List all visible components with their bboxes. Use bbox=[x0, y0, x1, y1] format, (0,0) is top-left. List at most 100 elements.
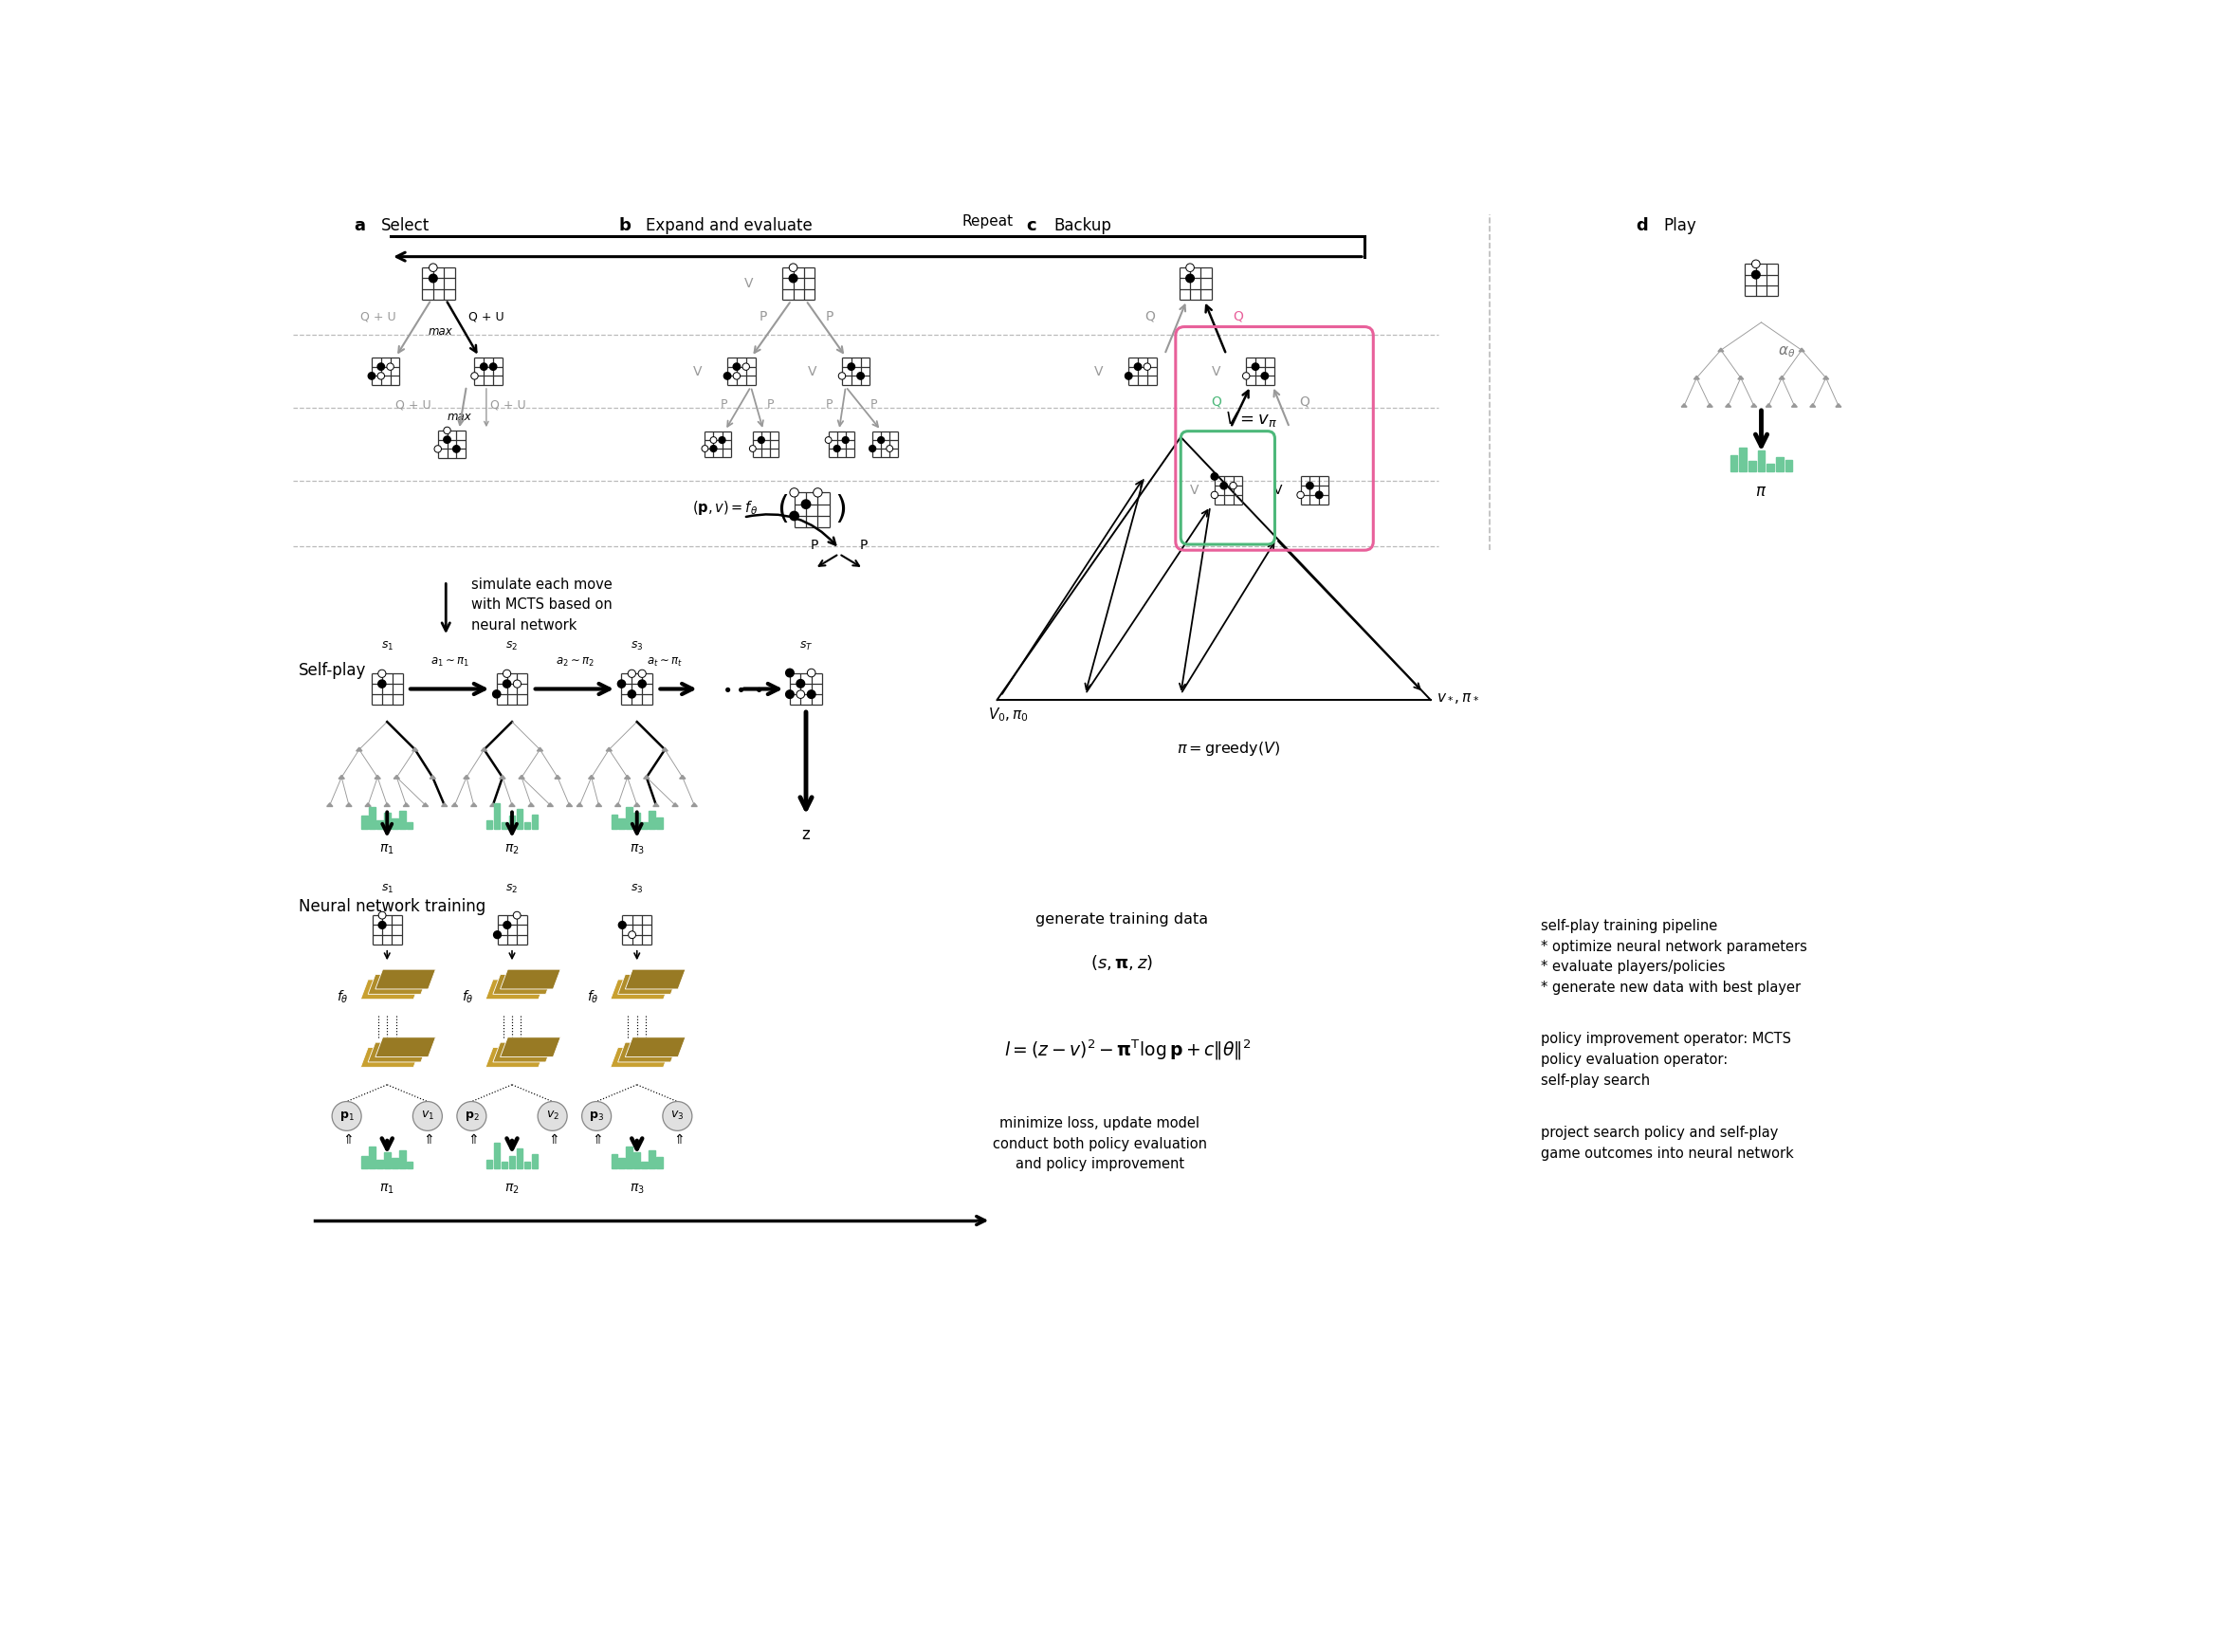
Text: $s_2$: $s_2$ bbox=[505, 639, 518, 653]
Text: P: P bbox=[720, 398, 727, 411]
Polygon shape bbox=[645, 775, 649, 778]
Circle shape bbox=[733, 363, 740, 370]
Text: Select: Select bbox=[381, 216, 430, 235]
Circle shape bbox=[618, 922, 627, 928]
Circle shape bbox=[388, 363, 394, 370]
Circle shape bbox=[456, 1102, 487, 1130]
Circle shape bbox=[583, 1102, 611, 1130]
Polygon shape bbox=[536, 747, 543, 752]
Circle shape bbox=[503, 669, 512, 677]
Bar bbox=[1785, 459, 1792, 471]
Circle shape bbox=[638, 681, 647, 687]
Text: V: V bbox=[1189, 484, 1198, 497]
Circle shape bbox=[786, 669, 793, 677]
Text: V: V bbox=[744, 278, 753, 291]
Polygon shape bbox=[368, 975, 427, 995]
Circle shape bbox=[412, 1102, 443, 1130]
Circle shape bbox=[848, 363, 855, 370]
Text: $s_T$: $s_T$ bbox=[800, 639, 813, 653]
Text: Expand and evaluate: Expand and evaluate bbox=[647, 216, 813, 235]
Text: a: a bbox=[354, 216, 365, 235]
Polygon shape bbox=[339, 775, 346, 778]
Circle shape bbox=[503, 922, 512, 928]
Polygon shape bbox=[1752, 403, 1756, 406]
Text: P: P bbox=[811, 539, 820, 552]
Bar bbox=[361, 1155, 368, 1168]
Bar bbox=[487, 821, 492, 829]
Bar bbox=[501, 823, 507, 829]
Text: $a_1 \sim \pi_1$: $a_1 \sim \pi_1$ bbox=[430, 656, 470, 669]
Circle shape bbox=[786, 691, 793, 699]
Circle shape bbox=[1316, 491, 1322, 499]
Polygon shape bbox=[485, 1047, 545, 1067]
Text: b: b bbox=[618, 216, 631, 235]
Bar bbox=[501, 1161, 507, 1168]
Text: policy improvement operator: MCTS
policy evaluation operator:
self-play search: policy improvement operator: MCTS policy… bbox=[1542, 1032, 1792, 1087]
Text: P: P bbox=[766, 398, 775, 411]
Text: Q + U: Q + U bbox=[467, 311, 505, 324]
Text: $\pi_3$: $\pi_3$ bbox=[629, 843, 645, 856]
Polygon shape bbox=[691, 803, 698, 806]
Polygon shape bbox=[589, 775, 594, 778]
Circle shape bbox=[443, 436, 450, 443]
Circle shape bbox=[1185, 274, 1194, 282]
Bar bbox=[532, 814, 538, 829]
Text: Q + U: Q + U bbox=[490, 398, 527, 411]
Text: $\Uparrow$: $\Uparrow$ bbox=[671, 1132, 684, 1146]
Circle shape bbox=[839, 372, 846, 380]
Polygon shape bbox=[633, 803, 640, 806]
Text: V: V bbox=[1094, 365, 1103, 378]
Polygon shape bbox=[423, 803, 427, 806]
Text: $\pi = \mathrm{greedy}(V)$: $\pi = \mathrm{greedy}(V)$ bbox=[1176, 740, 1280, 758]
Circle shape bbox=[503, 681, 512, 687]
Text: $\bullet\bullet\bullet$: $\bullet\bullet\bullet$ bbox=[722, 681, 762, 697]
Circle shape bbox=[434, 446, 441, 453]
Circle shape bbox=[1125, 372, 1132, 380]
Text: $\mathbf{p}_2$: $\mathbf{p}_2$ bbox=[465, 1110, 478, 1123]
Text: $\Uparrow$: $\Uparrow$ bbox=[341, 1132, 352, 1146]
Polygon shape bbox=[616, 803, 620, 806]
Bar bbox=[399, 811, 405, 829]
Text: $s_3$: $s_3$ bbox=[631, 882, 642, 895]
Bar bbox=[642, 1161, 647, 1168]
Circle shape bbox=[1212, 472, 1218, 481]
Text: V: V bbox=[1212, 365, 1220, 378]
Text: project search policy and self-play
game outcomes into neural network: project search policy and self-play game… bbox=[1542, 1125, 1794, 1160]
Bar bbox=[494, 803, 501, 829]
Text: $\pi_1$: $\pi_1$ bbox=[379, 843, 394, 856]
Circle shape bbox=[1752, 259, 1761, 268]
Circle shape bbox=[1298, 491, 1305, 499]
Circle shape bbox=[1260, 372, 1269, 380]
Circle shape bbox=[481, 363, 487, 370]
Polygon shape bbox=[554, 775, 560, 778]
Polygon shape bbox=[527, 803, 534, 806]
Polygon shape bbox=[547, 803, 554, 806]
Polygon shape bbox=[494, 975, 554, 995]
Bar bbox=[494, 1143, 501, 1168]
Polygon shape bbox=[625, 1037, 684, 1057]
Text: P: P bbox=[859, 539, 868, 552]
Polygon shape bbox=[509, 803, 514, 806]
Bar bbox=[516, 809, 523, 829]
Polygon shape bbox=[357, 747, 361, 752]
Text: $v_*, \pi_*$: $v_*, \pi_*$ bbox=[1438, 691, 1480, 705]
Circle shape bbox=[430, 274, 436, 282]
Text: $v_2$: $v_2$ bbox=[545, 1110, 558, 1122]
Circle shape bbox=[629, 932, 636, 938]
Polygon shape bbox=[463, 775, 470, 778]
Circle shape bbox=[638, 669, 647, 677]
Circle shape bbox=[618, 681, 625, 687]
Text: $\Uparrow$: $\Uparrow$ bbox=[547, 1132, 558, 1146]
Polygon shape bbox=[383, 803, 390, 806]
Bar bbox=[1776, 456, 1783, 471]
Polygon shape bbox=[1792, 403, 1796, 406]
Bar bbox=[392, 1158, 399, 1168]
Circle shape bbox=[724, 372, 731, 380]
Text: $\Uparrow$: $\Uparrow$ bbox=[589, 1132, 602, 1146]
Circle shape bbox=[514, 681, 521, 687]
Text: Neural network training: Neural network training bbox=[299, 899, 485, 915]
Text: $(s, \mathbf{\pi}, z)$: $(s, \mathbf{\pi}, z)$ bbox=[1090, 953, 1154, 973]
Bar bbox=[383, 1153, 390, 1168]
Polygon shape bbox=[374, 775, 381, 778]
Text: $s_1$: $s_1$ bbox=[381, 882, 394, 895]
